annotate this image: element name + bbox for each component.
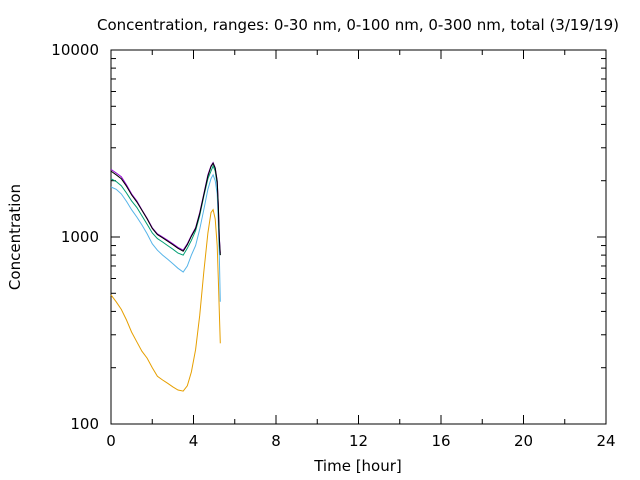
- tick-labels: 0 4 8 12 16 20 24 100 1000 10000: [51, 41, 615, 450]
- y-tick-label: 10000: [51, 41, 99, 59]
- x-tick-label: 16: [431, 432, 450, 450]
- y-tick-label: 100: [70, 415, 99, 433]
- series-layer: [110, 161, 221, 392]
- x-axis-label: Time [hour]: [313, 457, 402, 475]
- x-tick-label: 20: [514, 432, 533, 450]
- y-tick-label: 1000: [61, 228, 99, 246]
- series-line-1: [110, 208, 221, 392]
- axis-ticks: [110, 49, 607, 425]
- series-line-2: [110, 173, 221, 302]
- y-axis-label: Concentration: [6, 184, 24, 290]
- series-line-3: [110, 164, 221, 256]
- plot-frame: [110, 49, 607, 425]
- x-tick-label: 24: [596, 432, 615, 450]
- series-line-5: [110, 162, 221, 256]
- x-tick-label: 12: [349, 432, 368, 450]
- x-tick-label: 0: [106, 432, 116, 450]
- chart-title: Concentration, ranges: 0-30 nm, 0-100 nm…: [97, 16, 619, 34]
- x-tick-label: 8: [271, 432, 281, 450]
- x-tick-label: 4: [189, 432, 199, 450]
